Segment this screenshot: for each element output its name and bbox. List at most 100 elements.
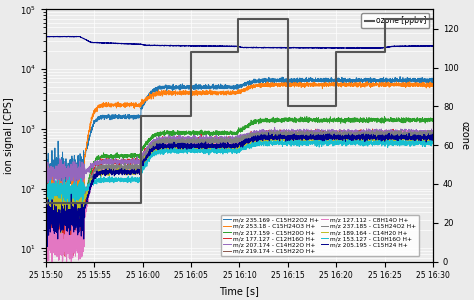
Y-axis label: ion signal [CPS]: ion signal [CPS] — [4, 97, 14, 174]
m/z 177.127 - C12H16O H+ — [430, 130, 436, 134]
m/z 253.18 - C15H24O3 H+ — [43, 191, 48, 195]
m/z 127.112 - C8H14O H+ — [151, 145, 157, 148]
m/z 205.195 - C15H24 H+ — [126, 171, 132, 174]
m/z 153.127 - C10H16O H+ — [43, 187, 48, 190]
m/z 189.164 - C14H20 H+ — [277, 138, 283, 141]
m/z 189.164 - C14H20 H+ — [58, 231, 64, 235]
Line: m/z 205.195 - C15H24 H+: m/z 205.195 - C15H24 H+ — [46, 133, 433, 247]
ozone [ppbv] — [430, 17, 436, 21]
m/z 177.127 - C12H16O H+ — [277, 128, 283, 132]
m/z 235.169 - C15H22O2 H+ — [284, 78, 290, 82]
ozone [ppbv] — [138, 114, 144, 118]
Y-axis label: ozone: ozone — [460, 121, 470, 150]
m/z 219.174 - C15H22O H+ — [126, 170, 132, 174]
Line: m/z 235.169 - C15H22O2 H+: m/z 235.169 - C15H22O2 H+ — [46, 76, 433, 192]
Legend: ozone [ppbv]: ozone [ppbv] — [362, 13, 429, 28]
Legend: m/z 235.169 - C15H22O2 H+, m/z 253.18 - C15H24O3 H+, m/z 217.159 - C15H20O H+, m: m/z 235.169 - C15H22O2 H+, m/z 253.18 - … — [221, 215, 419, 256]
ozone [ppbv] — [334, 50, 339, 54]
m/z 177.127 - C12H16O H+ — [43, 229, 48, 232]
m/z 217.159 - C15H20O H+ — [430, 118, 436, 122]
m/z 205.195 - C15H24 H+ — [394, 136, 400, 140]
m/z 207.174 - C14H22O H+ — [284, 131, 290, 134]
m/z 177.127 - C12H16O H+ — [284, 131, 290, 135]
m/z 153.127 - C10H16O H+ — [151, 152, 157, 155]
m/z 237.185 - C15H24O2 H+ — [425, 128, 431, 132]
m/z 205.195 - C15H24 H+ — [45, 245, 50, 248]
m/z 235.169 - C15H22O2 H+ — [394, 79, 400, 83]
m/z 177.127 - C12H16O H+ — [126, 161, 132, 165]
m/z 153.127 - C10H16O H+ — [126, 178, 132, 182]
ozone [ppbv] — [188, 114, 194, 118]
m/z 219.174 - C15H22O H+ — [394, 132, 400, 136]
m/z 205.195 - C15H24 H+ — [151, 145, 157, 149]
m/z 207.174 - C14H22O H+ — [66, 189, 72, 192]
Line: m/z 127.112 - C8H14O H+: m/z 127.112 - C8H14O H+ — [46, 130, 433, 266]
m/z 207.174 - C14H22O H+ — [272, 126, 277, 129]
m/z 217.159 - C15H20O H+ — [60, 241, 66, 245]
Line: ozone [ppbv]: ozone [ppbv] — [46, 19, 433, 203]
m/z 253.18 - C15H24O3 H+ — [126, 104, 132, 107]
m/z 253.18 - C15H24O3 H+ — [277, 82, 283, 85]
m/z 127.112 - C8H14O H+ — [126, 169, 132, 172]
ozone [ppbv] — [82, 202, 87, 205]
m/z 253.18 - C15H24O3 H+ — [54, 220, 60, 224]
m/z 205.195 - C15H24 H+ — [430, 137, 436, 140]
ozone [ppbv] — [285, 105, 291, 108]
Line: m/z 207.174 - C14H22O H+: m/z 207.174 - C14H22O H+ — [46, 128, 433, 190]
Line: m/z 237.185 - C15H24O2 H+: m/z 237.185 - C15H24O2 H+ — [46, 130, 433, 219]
m/z 127.112 - C8H14O H+ — [284, 134, 290, 138]
m/z 217.159 - C15H20O H+ — [304, 115, 310, 118]
Line: m/z 217.159 - C15H20O H+: m/z 217.159 - C15H20O H+ — [46, 116, 433, 243]
m/z 235.169 - C15H22O2 H+ — [43, 176, 48, 180]
m/z 177.127 - C12H16O H+ — [62, 254, 68, 258]
m/z 177.127 - C12H16O H+ — [370, 127, 375, 131]
m/z 207.174 - C14H22O H+ — [430, 129, 436, 133]
X-axis label: Time [s]: Time [s] — [219, 286, 259, 296]
m/z 189.164 - C14H20 H+ — [151, 148, 157, 152]
m/z 189.164 - C14H20 H+ — [284, 135, 290, 138]
ozone [ppbv] — [235, 50, 241, 54]
m/z 217.159 - C15H20O H+ — [151, 135, 157, 139]
m/z 177.127 - C12H16O H+ — [151, 141, 157, 145]
m/z 237.185 - C15H24O2 H+ — [430, 133, 436, 136]
m/z 219.174 - C15H22O H+ — [320, 130, 326, 133]
m/z 153.127 - C10H16O H+ — [284, 140, 290, 143]
ozone [ppbv] — [138, 202, 144, 205]
m/z 153.127 - C10H16O H+ — [394, 142, 400, 146]
m/z 205.195 - C15H24 H+ — [284, 136, 290, 140]
m/z 217.159 - C15H20O H+ — [430, 118, 436, 122]
m/z 235.169 - C15H22O2 H+ — [126, 116, 132, 120]
m/z 207.174 - C14H22O H+ — [277, 130, 283, 134]
m/z 237.185 - C15H24O2 H+ — [126, 165, 132, 169]
m/z 219.174 - C15H22O H+ — [43, 202, 48, 206]
m/z 189.164 - C14H20 H+ — [43, 198, 48, 201]
m/z 219.174 - C15H22O H+ — [430, 134, 436, 137]
m/z 237.185 - C15H24O2 H+ — [151, 143, 157, 146]
m/z 253.18 - C15H24O3 H+ — [365, 80, 370, 83]
m/z 217.159 - C15H20O H+ — [43, 222, 48, 226]
m/z 217.159 - C15H20O H+ — [394, 119, 400, 123]
m/z 253.18 - C15H24O3 H+ — [394, 81, 400, 85]
Line: m/z 177.127 - C12H16O H+: m/z 177.127 - C12H16O H+ — [46, 129, 433, 256]
m/z 127.112 - C8H14O H+ — [64, 265, 70, 268]
ozone [ppbv] — [334, 105, 339, 108]
ozone [ppbv] — [382, 17, 388, 21]
m/z 253.18 - C15H24O3 H+ — [430, 82, 436, 85]
m/z 189.164 - C14H20 H+ — [295, 133, 301, 136]
ozone [ppbv] — [285, 17, 291, 21]
ozone [ppbv] — [43, 202, 48, 205]
Line: m/z 253.18 - C15H24O3 H+: m/z 253.18 - C15H24O3 H+ — [46, 82, 433, 222]
m/z 153.127 - C10H16O H+ — [430, 142, 436, 145]
m/z 253.18 - C15H24O3 H+ — [430, 83, 436, 86]
Line: m/z 189.164 - C14H20 H+: m/z 189.164 - C14H20 H+ — [46, 135, 433, 233]
m/z 205.195 - C15H24 H+ — [43, 220, 48, 224]
m/z 253.18 - C15H24O3 H+ — [151, 92, 157, 96]
m/z 219.174 - C15H22O H+ — [430, 135, 436, 139]
Line: m/z 153.127 - C10H16O H+: m/z 153.127 - C10H16O H+ — [46, 139, 433, 204]
m/z 237.185 - C15H24O2 H+ — [70, 217, 75, 221]
m/z 217.159 - C15H20O H+ — [277, 119, 283, 123]
m/z 127.112 - C8H14O H+ — [277, 133, 283, 137]
m/z 153.127 - C10H16O H+ — [430, 141, 436, 145]
m/z 189.164 - C14H20 H+ — [430, 136, 436, 140]
m/z 237.185 - C15H24O2 H+ — [430, 134, 436, 137]
